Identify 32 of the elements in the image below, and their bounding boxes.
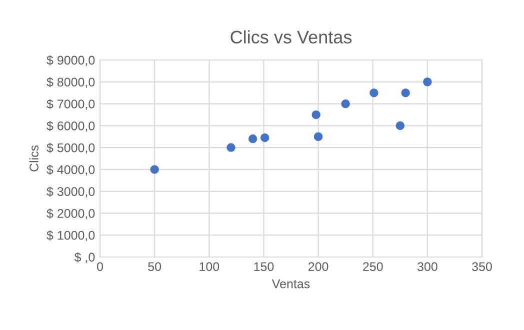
x-tick-label: 0	[97, 262, 103, 272]
x-tick-label: 50	[148, 262, 162, 272]
point	[341, 99, 350, 108]
x-tick-label: 350	[472, 262, 492, 272]
point	[226, 143, 236, 152]
y-axis-title: Clics	[29, 145, 38, 172]
point	[314, 132, 323, 141]
point	[401, 88, 410, 98]
y-tick-label: $ 4000,0	[46, 164, 95, 176]
x-tick-label: 300	[417, 262, 438, 272]
point	[260, 133, 270, 142]
x-tick-label: 250	[363, 262, 383, 272]
y-tick-label: $ 6000,0	[46, 120, 95, 132]
point	[312, 110, 320, 120]
y-tick-label: $ 7000,0	[46, 99, 95, 110]
point	[248, 134, 258, 144]
point	[423, 78, 432, 86]
chart-title: Clics vs Ventas	[230, 30, 352, 44]
x-tick-label: 200	[308, 262, 328, 272]
point	[150, 165, 159, 174]
y-tick-label: $ 8000,0	[46, 77, 95, 88]
y-tick-label: $ 1000,0	[46, 230, 95, 242]
x-tick-label: 150	[254, 262, 274, 272]
y-tick-label: $ 2000,0	[46, 208, 95, 220]
point	[370, 88, 378, 98]
y-tick-label: $ 9000,0	[46, 55, 95, 66]
point	[396, 121, 405, 130]
x-axis-title: Ventas	[272, 280, 310, 288]
y-tick-label: $ 3000,0	[46, 186, 95, 198]
y-tick-label: $ 5000,0	[46, 142, 95, 154]
y-tick-label: $ ,0	[74, 252, 95, 264]
x-tick-label: 100	[200, 262, 220, 272]
